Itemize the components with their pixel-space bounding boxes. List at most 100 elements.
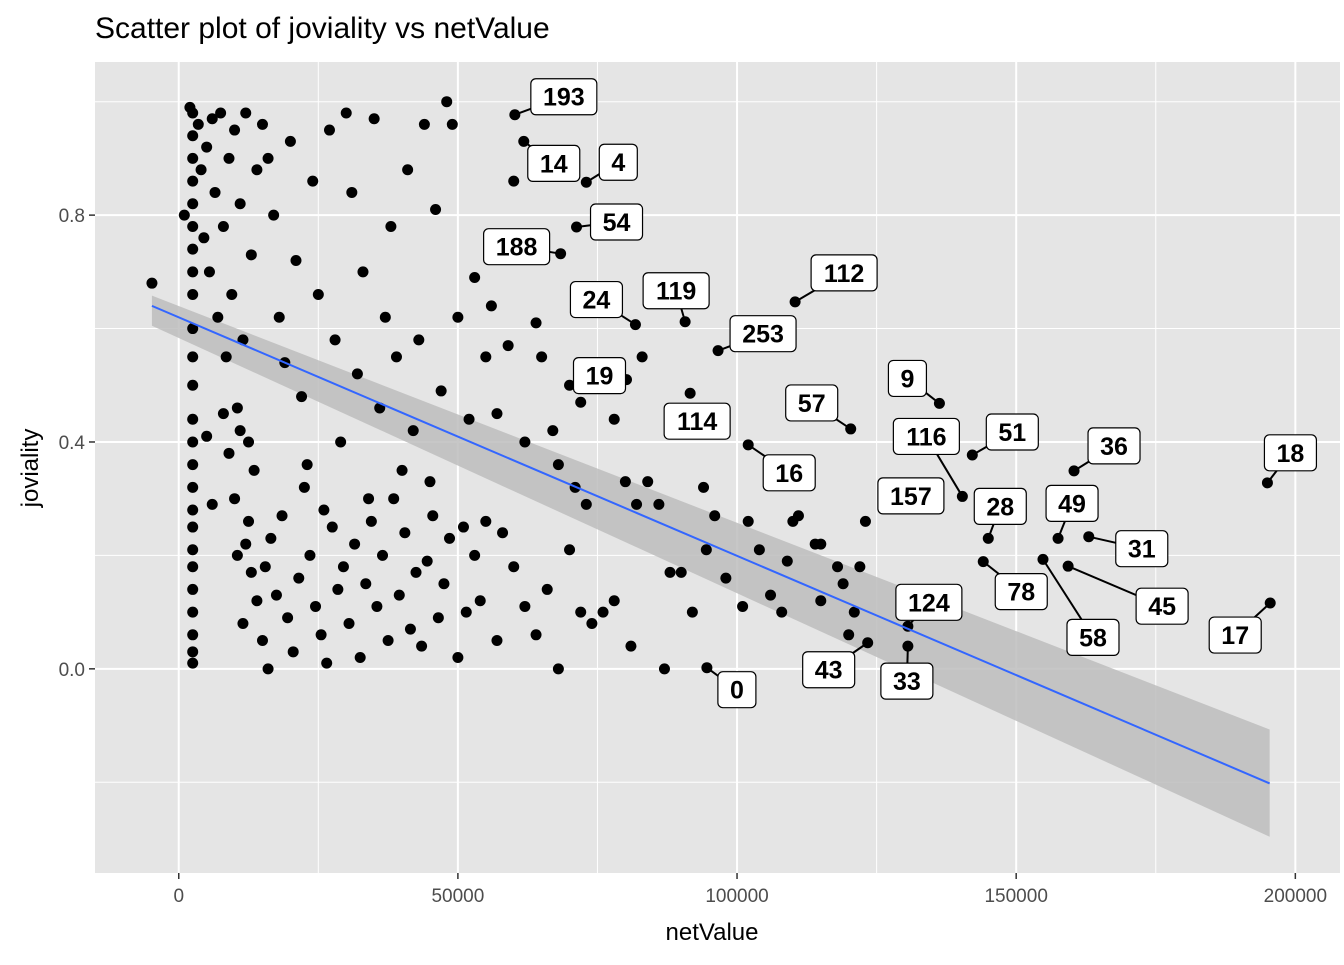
data-point <box>351 368 363 380</box>
label-text: 51 <box>998 419 1026 447</box>
data-point <box>427 510 439 522</box>
data-point <box>187 323 199 335</box>
data-point <box>530 317 542 329</box>
data-point <box>480 515 492 527</box>
data-point <box>792 510 804 522</box>
data-point <box>474 595 486 607</box>
data-point <box>187 561 199 573</box>
data-point <box>491 408 503 420</box>
data-point <box>282 612 294 624</box>
data-point <box>187 459 199 471</box>
point-label: 0 <box>706 666 757 709</box>
data-point <box>404 623 416 635</box>
data-point <box>407 425 419 437</box>
data-point <box>541 583 553 595</box>
data-point <box>187 379 199 391</box>
data-point <box>658 663 670 675</box>
data-point <box>304 549 316 561</box>
data-point <box>720 572 732 584</box>
data-point <box>231 402 243 414</box>
label-box <box>1135 587 1189 625</box>
point-label: 18 <box>1263 434 1318 484</box>
label-text: 119 <box>656 278 696 306</box>
point-label: 116 <box>892 417 964 497</box>
data-point <box>315 629 327 641</box>
data-point <box>457 521 469 533</box>
data-point <box>187 521 199 533</box>
data-point <box>187 175 199 187</box>
label-text: 193 <box>543 84 585 112</box>
data-point <box>187 413 199 425</box>
data-point <box>416 640 428 652</box>
data-point <box>296 391 308 403</box>
data-point <box>217 220 229 232</box>
data-point <box>243 436 255 448</box>
data-point <box>575 606 587 618</box>
label-box <box>810 254 878 292</box>
x-tick-label: 100000 <box>705 886 768 907</box>
data-point <box>848 606 860 618</box>
data-point <box>259 561 271 573</box>
data-point <box>441 96 453 108</box>
data-point <box>586 617 598 629</box>
data-point <box>608 413 620 425</box>
grid-lines <box>95 62 1340 873</box>
x-tick-label: 200000 <box>1264 886 1327 907</box>
data-point <box>332 583 344 595</box>
label-box <box>1263 434 1318 472</box>
data-point <box>217 408 229 420</box>
data-point <box>323 124 335 136</box>
data-point <box>184 101 196 113</box>
y-tick-label: 0.8 <box>59 206 85 227</box>
label-box <box>785 384 839 422</box>
data-point <box>402 164 414 176</box>
point-label: 24 <box>569 280 636 326</box>
data-point <box>399 527 411 539</box>
label-box <box>530 78 598 116</box>
data-point <box>547 425 559 437</box>
data-point <box>664 566 676 578</box>
data-point <box>686 606 698 618</box>
point-label: 17 <box>1208 602 1271 654</box>
label-box <box>880 662 934 700</box>
y-axis-ticks: 0.0 0.4 0.8 <box>59 206 95 681</box>
data-point <box>256 118 268 130</box>
point-label: 157 <box>877 477 945 515</box>
data-point <box>203 266 215 278</box>
data-point <box>396 464 408 476</box>
label-text: 112 <box>824 260 864 288</box>
data-point <box>491 634 503 646</box>
data-points <box>146 96 1276 675</box>
data-point <box>413 334 425 346</box>
regression-line <box>151 304 1271 785</box>
x-tick-label: 50000 <box>431 886 484 907</box>
data-point <box>636 351 648 363</box>
data-point <box>307 175 319 187</box>
data-point <box>700 544 712 556</box>
data-point <box>329 334 341 346</box>
point-label: 58 <box>1042 558 1120 656</box>
label-box <box>887 359 928 398</box>
data-point <box>432 612 444 624</box>
y-axis-label: joviality <box>17 429 44 509</box>
label-text: 0 <box>730 677 744 705</box>
data-point <box>452 651 464 663</box>
data-point <box>837 578 849 590</box>
data-point <box>519 436 531 448</box>
data-point <box>198 232 210 244</box>
data-point <box>619 476 631 488</box>
label-text: 16 <box>775 460 803 488</box>
data-point <box>385 220 397 232</box>
data-point <box>742 515 754 527</box>
data-point <box>245 249 257 261</box>
data-point <box>382 634 394 646</box>
data-point <box>287 646 299 658</box>
label-box <box>1115 530 1169 568</box>
data-point <box>368 113 380 125</box>
data-point <box>195 164 207 176</box>
label-box <box>762 454 816 492</box>
data-point <box>178 209 190 221</box>
data-point <box>625 640 637 652</box>
data-point <box>234 198 246 210</box>
data-point <box>421 555 433 567</box>
